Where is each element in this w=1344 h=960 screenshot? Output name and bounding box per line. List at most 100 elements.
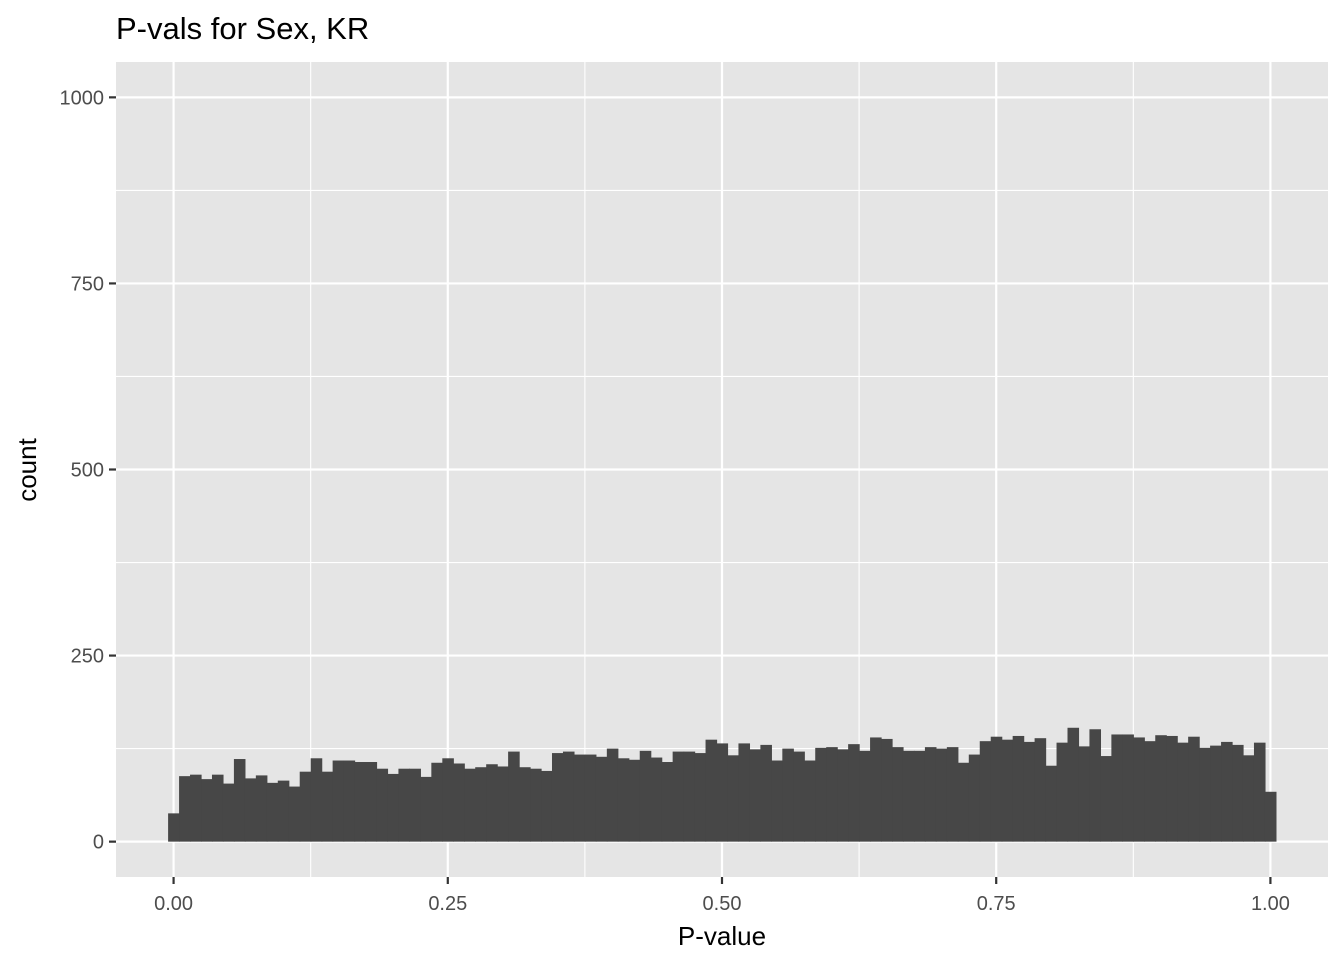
- histogram-bar: [881, 738, 893, 842]
- chart-title: P-vals for Sex, KR: [116, 11, 369, 46]
- histogram-bar: [442, 758, 454, 842]
- histogram-bar: [190, 774, 202, 842]
- histogram-bar: [266, 782, 279, 842]
- histogram-bar: [1133, 737, 1145, 842]
- histogram-bars: [168, 727, 1277, 842]
- histogram-bar: [431, 762, 443, 842]
- histogram-bar: [639, 750, 652, 842]
- histogram-bar: [727, 755, 740, 842]
- histogram-bar: [650, 757, 663, 842]
- histogram-bar: [979, 741, 992, 842]
- histogram-bar: [255, 775, 268, 842]
- histogram-bar: [464, 768, 476, 842]
- histogram-bar: [354, 762, 367, 842]
- histogram-bar: [870, 737, 882, 842]
- histogram-bar: [530, 768, 542, 842]
- x-tick-label: 0.50: [703, 893, 742, 915]
- histogram-bar: [617, 758, 630, 842]
- histogram-bar: [1221, 741, 1233, 842]
- histogram-bar: [738, 743, 751, 842]
- x-tick-label: 1.00: [1251, 893, 1290, 915]
- histogram-bar: [486, 764, 498, 842]
- histogram-bar: [902, 750, 915, 842]
- histogram-bar: [606, 748, 619, 842]
- histogram-bar: [694, 753, 707, 842]
- histogram-bar: [1012, 735, 1025, 842]
- histogram-bar: [1045, 765, 1058, 842]
- histogram-bar: [244, 778, 257, 842]
- histogram-bar: [310, 758, 323, 842]
- histogram-bar: [595, 756, 608, 842]
- histogram-bar: [1210, 745, 1222, 842]
- histogram-bar: [541, 770, 553, 842]
- histogram-bar: [716, 743, 729, 842]
- histogram-bar: [332, 760, 345, 842]
- histogram-bar: [562, 751, 575, 842]
- histogram-bar: [815, 747, 827, 842]
- histogram-bar: [661, 762, 674, 842]
- histogram-bar: [1144, 741, 1156, 842]
- histogram-bar: [957, 762, 970, 842]
- histogram-bar: [277, 780, 290, 842]
- histogram-bar: [892, 747, 904, 842]
- histogram-bar: [683, 751, 696, 842]
- histogram-bar: [793, 751, 805, 842]
- histogram-bar: [1023, 741, 1036, 842]
- histogram-bar: [1111, 734, 1123, 842]
- histogram-bar: [211, 774, 224, 842]
- histogram-bar: [321, 771, 334, 842]
- histogram-bar: [201, 779, 213, 842]
- histogram-bar: [222, 783, 235, 842]
- histogram-bar: [782, 748, 794, 842]
- histogram-bar: [1155, 735, 1167, 842]
- x-tick-label: 0.75: [977, 893, 1016, 915]
- histogram-bar: [924, 747, 937, 842]
- histogram-bar: [1264, 791, 1277, 842]
- histogram-bar: [1122, 734, 1134, 842]
- histogram-bar: [475, 767, 487, 842]
- histogram-bar: [760, 744, 772, 842]
- histogram-bar: [420, 776, 432, 842]
- histogram-bar: [1232, 744, 1244, 842]
- histogram-bar: [705, 739, 718, 842]
- histogram-bar: [913, 750, 926, 842]
- histogram-bar: [365, 762, 378, 842]
- histogram-bar: [1199, 747, 1211, 842]
- histogram-bar: [1242, 755, 1255, 842]
- histogram-bar: [859, 750, 871, 842]
- histogram-bar: [387, 773, 400, 842]
- y-tick-label: 750: [71, 273, 104, 295]
- histogram-bar: [168, 813, 180, 842]
- histogram-bar: [573, 754, 586, 842]
- histogram-bar: [453, 763, 465, 842]
- y-tick-label: 500: [71, 460, 104, 482]
- histogram-bar: [519, 767, 531, 842]
- histogram-bar: [288, 786, 301, 842]
- x-tick-label: 0.25: [428, 893, 467, 915]
- histogram-bar: [409, 768, 421, 842]
- histogram-bar: [1188, 736, 1200, 842]
- histogram-bar: [584, 754, 597, 842]
- histogram-bar: [1089, 729, 1102, 842]
- y-tick-label: 0: [93, 832, 104, 854]
- histogram-bar: [1067, 727, 1080, 842]
- histogram-bar: [343, 760, 356, 842]
- y-tick-label: 1000: [60, 87, 105, 109]
- histogram-bar: [1253, 742, 1266, 842]
- histogram-bar: [837, 749, 849, 842]
- histogram-bar: [749, 749, 761, 842]
- histogram-bar: [826, 747, 838, 842]
- histogram-bar: [1177, 742, 1189, 842]
- histogram-bar: [1078, 746, 1091, 842]
- y-axis: 0 250 500 750 1000: [60, 87, 116, 854]
- histogram-bar: [1001, 739, 1014, 842]
- histogram-bar: [1034, 738, 1047, 842]
- histogram-bar: [804, 760, 816, 842]
- y-axis-title: count: [12, 437, 42, 501]
- y-tick-label: 250: [71, 646, 104, 668]
- histogram-bar: [233, 759, 246, 842]
- histogram-bar: [771, 760, 783, 842]
- histogram-bar: [1100, 756, 1112, 842]
- histogram-bar: [990, 736, 1003, 842]
